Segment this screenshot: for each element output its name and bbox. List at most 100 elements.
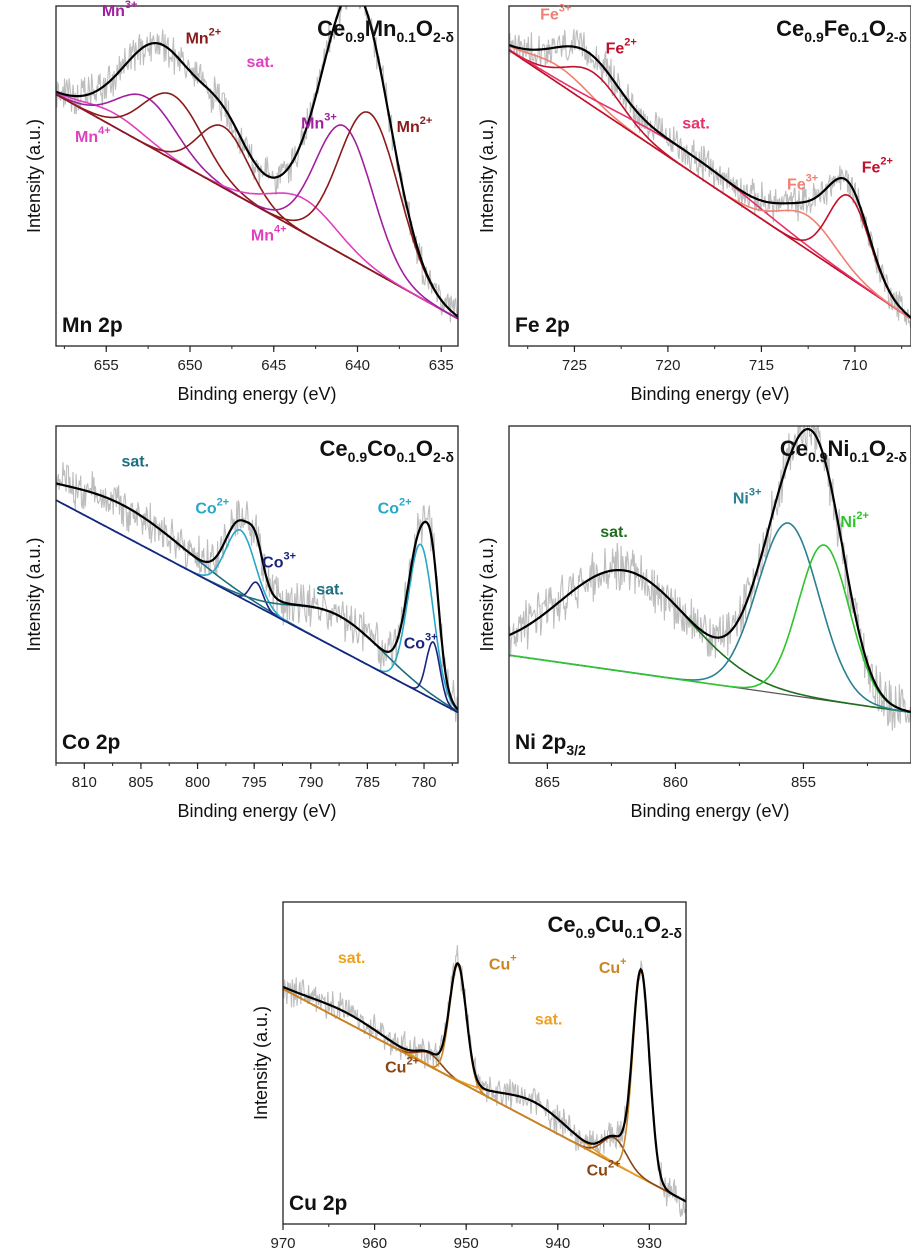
- peak-annotation: Fe2+: [862, 156, 893, 177]
- xps-panel-5: 970960950940930Binding energy (eV)Intens…: [251, 901, 687, 1252]
- peak-annotation: sat.: [682, 115, 710, 132]
- annotation-species: Fe: [540, 7, 559, 24]
- envelope-line: [56, 482, 458, 711]
- x-tick-label: 715: [749, 357, 774, 374]
- component-peak-1: [56, 482, 458, 714]
- x-tick-label: 720: [655, 357, 680, 374]
- panel-title: Ce0.9Fe0.1O2-δ: [776, 16, 907, 45]
- annotation-species: sat.: [121, 453, 149, 470]
- annotation-charge: 2+: [608, 1159, 621, 1171]
- plot-frame: [55, 5, 459, 347]
- x-tick-label: 655: [94, 357, 119, 374]
- title-subscript: 2-δ: [886, 29, 907, 45]
- component-peak-3: [509, 544, 911, 713]
- peak-annotation: Mn3+: [301, 111, 337, 132]
- title-subscript: 0.9: [576, 925, 596, 941]
- annotation-charge: 3+: [125, 0, 138, 11]
- annotation-species: Cu: [385, 1060, 406, 1077]
- raw-data-line: [283, 945, 686, 1217]
- x-tick-label: 635: [429, 357, 454, 374]
- peak-annotation: sat.: [600, 524, 628, 541]
- title-element: Ce: [776, 16, 804, 41]
- annotation-species: Mn: [251, 228, 274, 245]
- x-axis-label: Binding energy (eV): [177, 384, 336, 404]
- peak-annotation: Fe2+: [606, 37, 637, 58]
- x-tick-label: 645: [261, 357, 286, 374]
- peak-annotation: sat.: [338, 950, 366, 967]
- annotation-charge: 3+: [283, 551, 296, 563]
- annotation-charge: 2+: [406, 1056, 419, 1068]
- annotation-species: Mn: [301, 115, 324, 132]
- annotation-species: sat.: [247, 54, 275, 71]
- xps-panel-3: 810 805 800 795 790 785 780 Binding energy (eV)…: [24, 425, 459, 821]
- annotation-charge: 3+: [425, 631, 438, 643]
- envelope-line: [283, 961, 686, 1203]
- peak-annotation: Mn4+: [251, 224, 287, 245]
- peak-annotation: Co3+: [262, 551, 296, 572]
- annotation-species: Fe: [787, 177, 806, 194]
- annotation-charge: +: [620, 956, 626, 968]
- title-subscript: 0.9: [348, 449, 368, 465]
- title-subscript: 0.9: [804, 29, 824, 45]
- annotation-species: Cu: [599, 960, 620, 977]
- peak-annotation: Mn3+: [102, 0, 138, 20]
- y-axis-label: Intensity (a.u.): [24, 119, 44, 233]
- x-tick-label: 940: [545, 1235, 570, 1252]
- title-element: Ce: [320, 436, 348, 461]
- component-peak-6: [283, 970, 686, 1203]
- annotation-charge: 4+: [274, 224, 287, 236]
- annotation-charge: 3+: [749, 487, 762, 499]
- title-element: Mn: [365, 16, 397, 41]
- annotation-charge: 4+: [98, 125, 111, 137]
- x-tick-label: 970: [270, 1235, 295, 1252]
- x-tick-label: 930: [637, 1235, 662, 1252]
- x-tick-label: 800: [185, 774, 210, 791]
- title-element: O: [869, 16, 886, 41]
- annotation-species: Fe: [606, 41, 625, 58]
- panel-label: Fe 2p: [515, 314, 570, 337]
- title-subscript: 2-δ: [433, 449, 454, 465]
- y-axis-label: Intensity (a.u.): [251, 1006, 271, 1120]
- plot-frame: [508, 5, 911, 347]
- x-tick-label: 710: [842, 357, 867, 374]
- title-element: Cu: [595, 912, 624, 937]
- annotation-species: sat.: [600, 524, 628, 541]
- title-element: O: [416, 16, 433, 41]
- x-tick-label: 950: [454, 1235, 479, 1252]
- x-tick-label: 810: [72, 774, 97, 791]
- plot-area: [56, 6, 458, 323]
- y-axis-label: Intensity (a.u.): [477, 537, 497, 651]
- annotation-species: Co: [378, 501, 400, 518]
- peak-annotation: Mn2+: [186, 26, 222, 47]
- annotation-species: Co: [195, 501, 217, 518]
- peak-annotation: Co2+: [195, 497, 229, 518]
- annotation-charge: 2+: [217, 497, 230, 509]
- peak-annotation: Ni2+: [840, 510, 869, 531]
- title-subscript: 2-δ: [886, 449, 907, 465]
- annotation-species: Mn: [102, 3, 125, 20]
- title-subscript: 0.1: [849, 449, 869, 465]
- title-subscript: 2-δ: [661, 925, 682, 941]
- title-element: Ce: [780, 436, 808, 461]
- envelope-line: [56, 6, 458, 318]
- x-tick-label: 650: [177, 357, 202, 374]
- component-peak-6: [56, 499, 458, 714]
- plot-frame: [55, 425, 459, 764]
- raw-data-line: [56, 6, 458, 323]
- x-tick-label: 640: [345, 357, 370, 374]
- x-axis-label: Binding energy (eV): [630, 801, 789, 821]
- annotation-species: Co: [404, 635, 426, 652]
- peak-annotation: Cu+: [489, 953, 517, 974]
- peak-annotation: Cu2+: [385, 1056, 419, 1077]
- title-subscript: 0.9: [345, 29, 365, 45]
- peak-annotation: Cu+: [599, 956, 627, 977]
- xps-panel-2: 725 720 715 710 Binding energy (eV) Intensity…: [477, 3, 911, 404]
- annotation-charge: 2+: [209, 26, 222, 38]
- title-subscript: 0.1: [396, 29, 416, 45]
- plot-frame: [282, 901, 687, 1225]
- panel-label-sub: 3/2: [566, 742, 586, 758]
- peak-annotation: sat.: [121, 453, 149, 470]
- xps-panel-1: 655 650 645 640 635 Binding energy (eV) Intens…: [24, 0, 459, 404]
- peak-annotation: Mn2+: [397, 115, 433, 136]
